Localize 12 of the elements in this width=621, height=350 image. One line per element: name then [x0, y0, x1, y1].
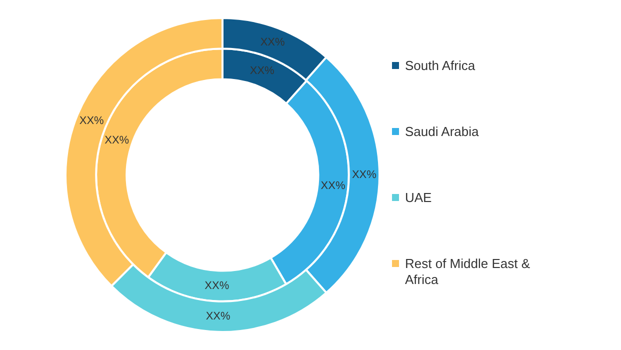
legend-label: UAE — [405, 190, 432, 206]
data-label: XX% — [260, 36, 286, 48]
data-label: XX% — [104, 134, 130, 147]
data-label: XX% — [206, 310, 230, 323]
data-label: XX% — [79, 114, 104, 127]
data-label: XX% — [204, 280, 230, 292]
legend-label: Saudi Arabia — [405, 124, 479, 140]
data-label: XX% — [352, 169, 377, 182]
data-label: XX% — [320, 180, 346, 192]
legend-label: Rest of Middle East & Africa — [405, 256, 531, 288]
data-label: XX% — [250, 65, 275, 78]
legend-label: South Africa — [405, 58, 476, 74]
